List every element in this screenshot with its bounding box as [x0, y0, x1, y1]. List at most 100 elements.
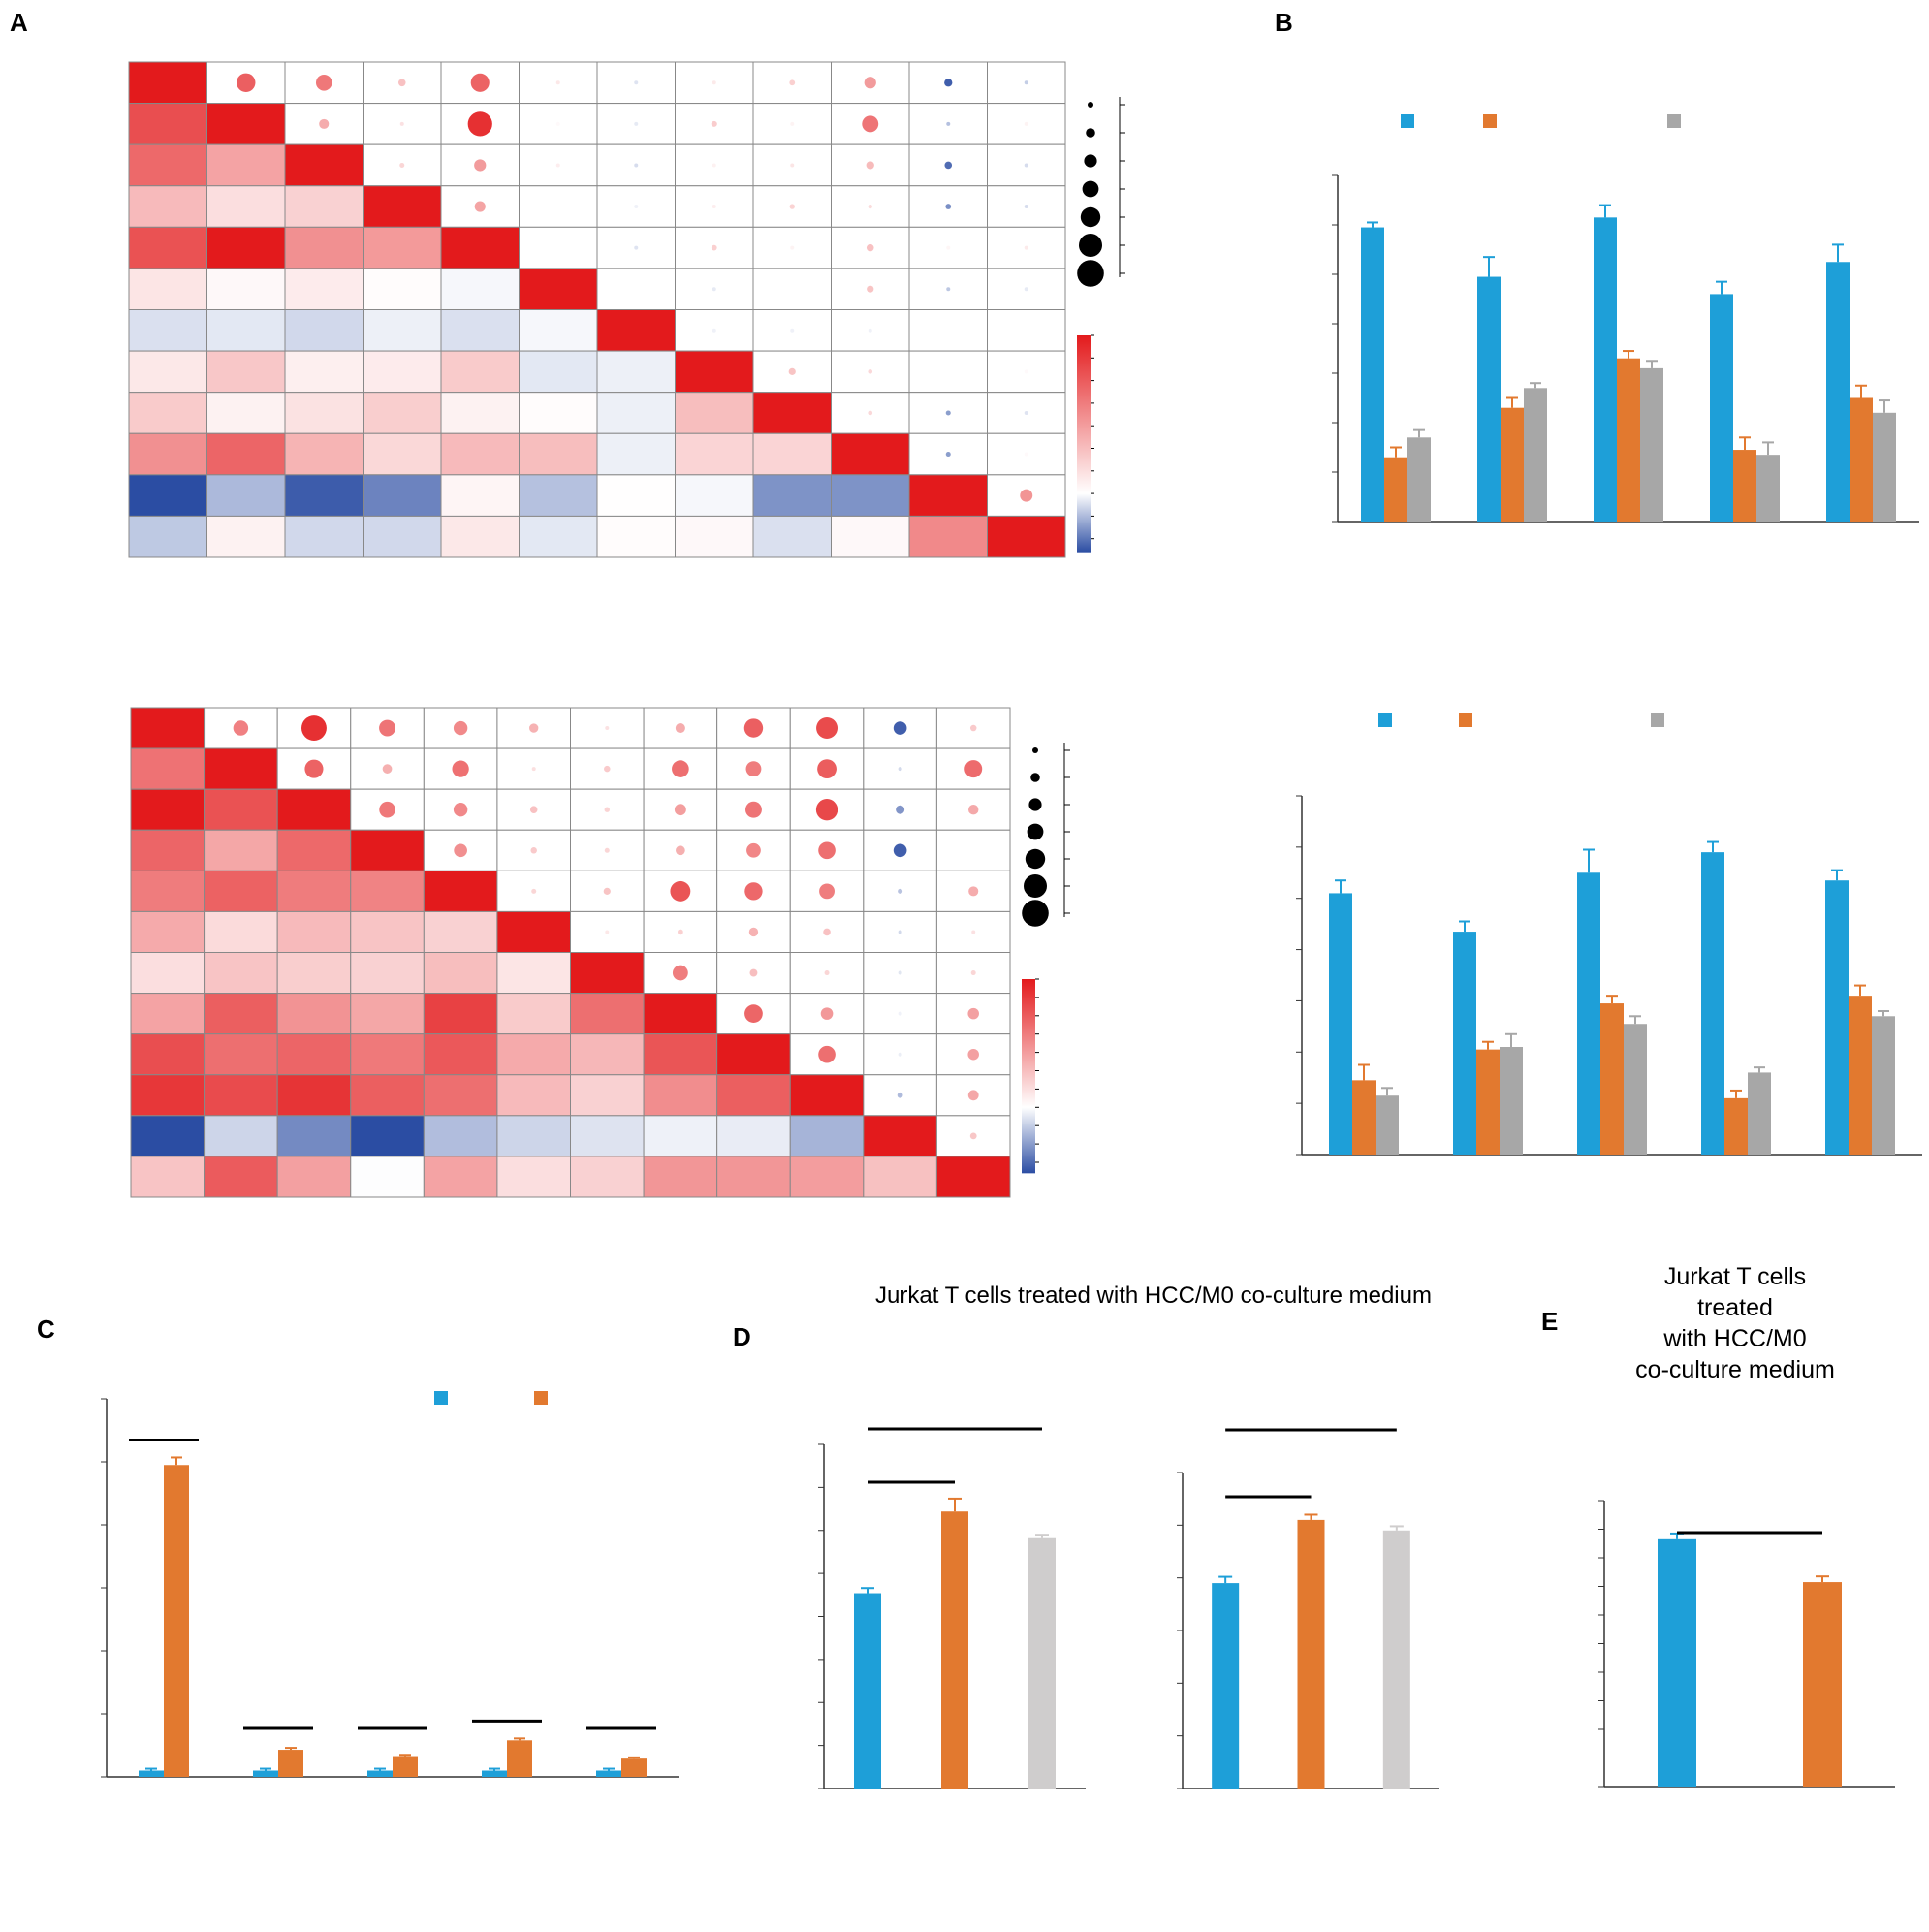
- heatmap-cell-8-2: [284, 392, 364, 434]
- heatmap-cell-7-0: [130, 993, 206, 1035]
- heatmap-cell-5-5: [496, 910, 572, 954]
- heatmap-circle-3-8: [746, 842, 761, 858]
- heatmap-cell-9-5: [496, 1074, 572, 1117]
- heatmap-circle-1-4: [467, 111, 492, 137]
- bar-si-SLC1A5-2-3: [1748, 1072, 1771, 1155]
- bar-SLC1A5-2: [393, 1756, 418, 1777]
- heatmap-circle-3-8: [789, 204, 795, 209]
- heatmap-circle-0-8: [789, 79, 796, 86]
- heatmap-cell-2-2: [276, 788, 352, 831]
- heatmap-cell-7-6: [570, 993, 645, 1035]
- heatmap-circle-0-7: [712, 80, 716, 85]
- heatmap-circle-3-9: [868, 204, 872, 209]
- bar-si-SLC1A5-1-3: [1724, 1097, 1748, 1155]
- heatmap-cell-4-3: [350, 870, 425, 912]
- e-super-title-line2: treated: [1697, 1294, 1773, 1321]
- heatmap-cell-3-1: [206, 185, 286, 228]
- bar-NC-4: [1825, 880, 1849, 1155]
- heatmap-cell-2-2: [284, 143, 364, 187]
- heatmap-cell-7-5: [519, 350, 598, 394]
- heatmap-cell-10-8: [752, 474, 832, 517]
- bar-NC-3: [1710, 294, 1733, 522]
- heatmap-cell-3-3: [363, 185, 442, 228]
- legend-swatch-1: [534, 1391, 548, 1405]
- bar-NC-0: [1361, 227, 1384, 523]
- heatmap-circle-1-7: [672, 760, 689, 777]
- heatmap-circle-3-4: [454, 843, 467, 858]
- heatmap-cell-10-8: [716, 1115, 791, 1157]
- heatmap-cell-5-4: [423, 910, 498, 954]
- bar-chart-hep3b-ifng: [818, 1427, 1086, 1789]
- heatmap-cell-1-1: [206, 103, 286, 145]
- heatmap-circle-4-9: [819, 883, 835, 900]
- heatmap-cell-9-2: [284, 432, 364, 476]
- heatmap-circle-2-9: [815, 799, 838, 821]
- panel-label-a: A: [10, 8, 28, 37]
- heatmap-cell-5-6: [596, 268, 676, 310]
- heatmap-cell-2-0: [130, 788, 206, 831]
- heatmap-circle-0-9: [864, 77, 876, 89]
- heatmap-circle-1-9: [817, 759, 837, 779]
- heatmap-cell-8-2: [276, 1033, 352, 1076]
- heatmap-cell-8-8: [716, 1033, 791, 1076]
- heatmap-cell-11-9: [831, 515, 910, 558]
- heatmap-cell-5-0: [128, 268, 207, 310]
- heatmap-cell-5-1: [204, 910, 278, 954]
- bar-1: [1803, 1582, 1842, 1787]
- heatmap-cell-11-1: [204, 1156, 278, 1198]
- size-legend-dot-1: [1030, 773, 1040, 782]
- heatmap-circle-7-8: [744, 1004, 763, 1023]
- heatmap-icgc: [130, 707, 1070, 1198]
- heatmap-circle-0-6: [605, 726, 610, 731]
- heatmap-cell-6-6: [596, 309, 676, 352]
- heatmap-circle-8-9: [868, 410, 873, 416]
- bar-si-SLC1A5-1-0: [1384, 457, 1407, 522]
- heatmap-cell-6-1: [204, 952, 278, 995]
- heatmap-cell-7-1: [204, 993, 278, 1035]
- size-legend-dot-4: [1080, 206, 1101, 228]
- bar-si-SLC1A5-1-1: [1476, 1049, 1500, 1155]
- heatmap-cell-8-1: [204, 1033, 278, 1076]
- heatmap-circle-6-7: [712, 328, 716, 333]
- heatmap-cell-9-2: [276, 1074, 352, 1117]
- heatmap-cell-10-0: [130, 1115, 206, 1157]
- heatmap-cell-10-2: [284, 474, 364, 517]
- heatmap-circle-7-11: [1024, 369, 1028, 374]
- heatmap-cell-0-10: [908, 61, 988, 105]
- heatmap-circle-2-5: [555, 163, 560, 168]
- heatmap-circle-2-11: [967, 804, 979, 815]
- bar-2: [1382, 1530, 1410, 1789]
- size-legend-dot-0: [1088, 102, 1093, 108]
- panel-label-e: E: [1541, 1307, 1558, 1336]
- heatmap-circle-0-11: [1024, 80, 1028, 85]
- bar-NC-4: [1826, 262, 1850, 522]
- bar-0: [854, 1593, 881, 1789]
- heatmap-cell-7-1: [206, 350, 286, 394]
- heatmap-cell-11-11: [935, 1156, 1011, 1198]
- heatmap-circle-0-4: [453, 720, 468, 736]
- heatmap-cell-6-2: [284, 309, 364, 352]
- bar-chart-hcclm3-rna: [101, 1391, 679, 1778]
- heatmap-circle-0-5: [555, 80, 560, 85]
- heatmap-cell-4-0: [128, 226, 207, 269]
- heatmap-circle-2-4: [453, 803, 468, 817]
- heatmap-circle-0-11: [969, 724, 977, 732]
- heatmap-cell-10-1: [206, 474, 286, 517]
- heatmap-cell-4-2: [276, 870, 352, 912]
- heatmap-cell-10-2: [276, 1115, 352, 1157]
- panel-label-c: C: [37, 1314, 55, 1344]
- bar-0: [1658, 1538, 1696, 1787]
- heatmap-cell-4-3: [363, 226, 442, 269]
- bar-chart-mhcc97h-ifng: [1177, 1428, 1439, 1789]
- heatmap-cell-9-3: [363, 432, 442, 476]
- heatmap-circle-3-7: [676, 845, 685, 856]
- heatmap-cell-10-10: [863, 1115, 937, 1157]
- heatmap-cell-3-0: [128, 185, 207, 228]
- heatmap-circle-3-9: [818, 841, 836, 860]
- heatmap-cell-6-10: [908, 309, 988, 352]
- heatmap-cell-7-2: [276, 993, 352, 1035]
- heatmap-cell-9-7: [675, 432, 754, 476]
- size-legend-dot-6: [1077, 260, 1104, 287]
- color-legend-bar: [1077, 335, 1091, 553]
- heatmap-circle-2-11: [1024, 163, 1028, 168]
